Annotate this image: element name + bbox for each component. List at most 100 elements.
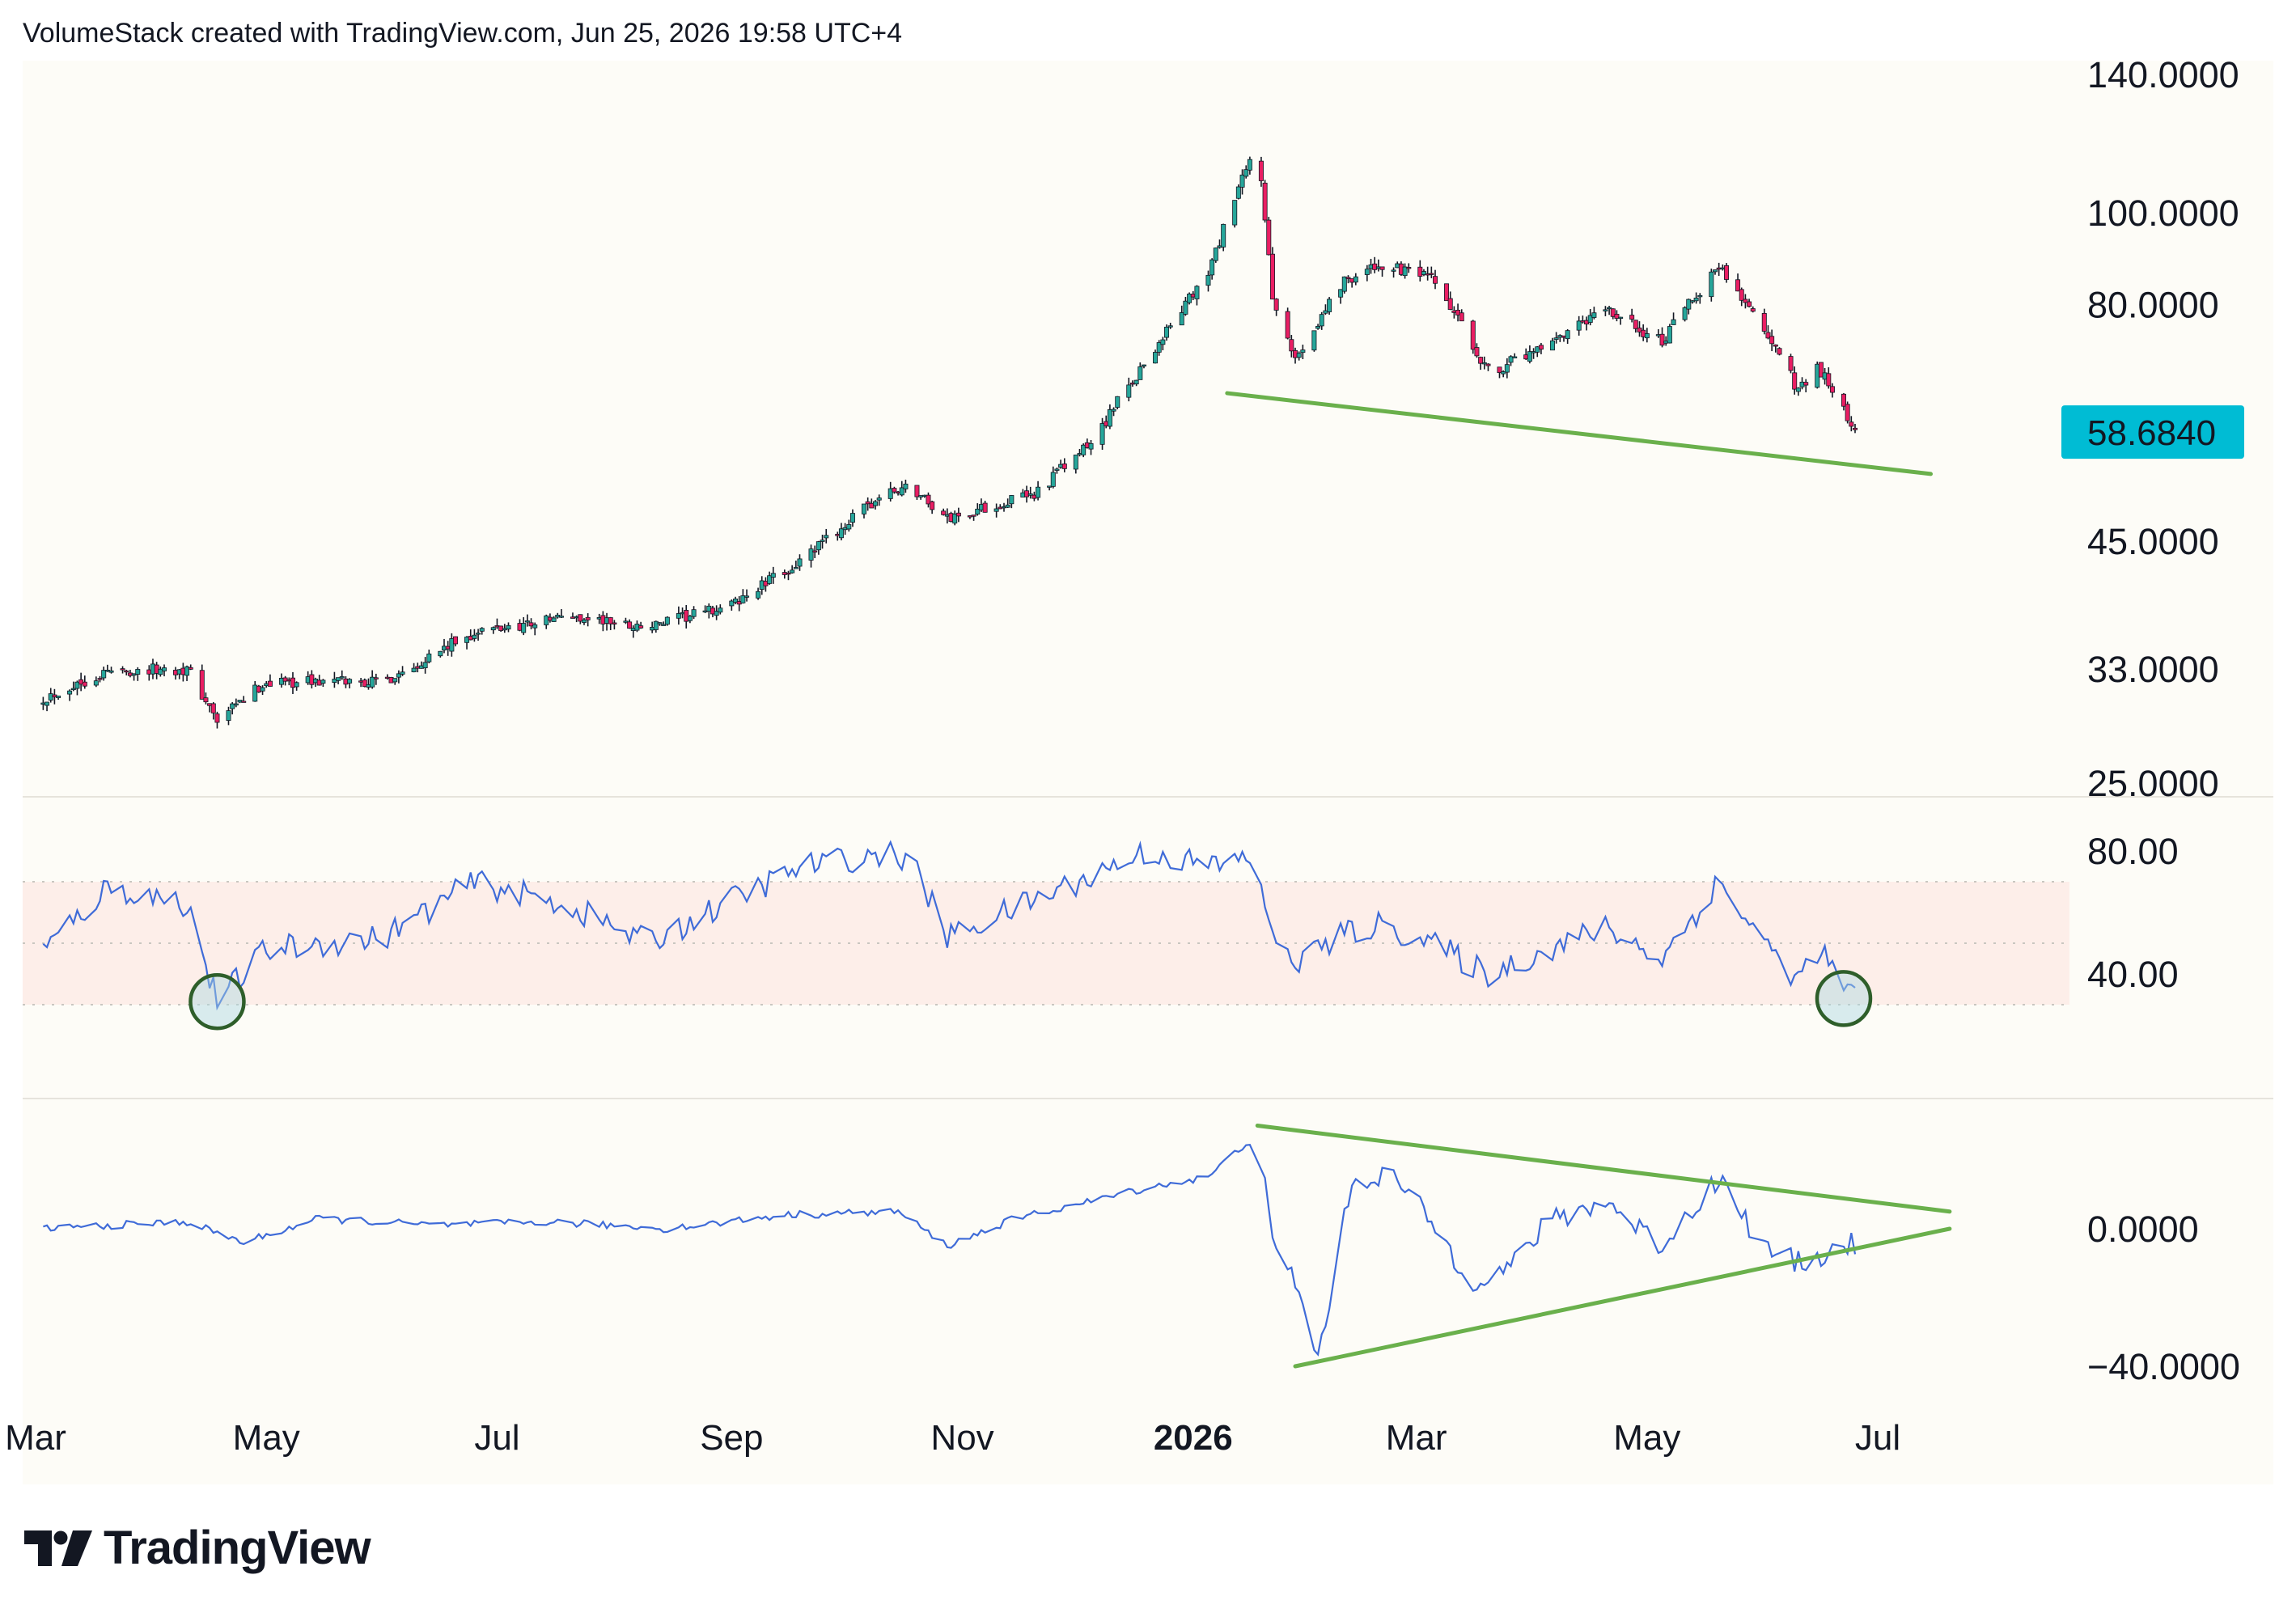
candle <box>1788 354 1794 374</box>
oscillator-upper-trendline[interactable] <box>1255 1124 1952 1214</box>
candle-body-down <box>786 572 791 575</box>
candle <box>661 621 667 626</box>
candle <box>97 675 103 683</box>
time-tick-label: Jul <box>1855 1418 1900 1458</box>
candle-body-down <box>120 668 125 671</box>
candle-body-up <box>260 687 265 692</box>
time-tick-label: Sep <box>700 1418 763 1458</box>
candle-body-up <box>1501 371 1506 375</box>
candle-body-up <box>1133 379 1139 385</box>
candle <box>955 507 961 523</box>
candle-body-down <box>1747 301 1752 307</box>
candle <box>233 698 239 708</box>
candle-body-up <box>56 695 61 698</box>
candle-body-up <box>230 703 235 709</box>
candle <box>786 570 791 581</box>
candle <box>653 620 659 633</box>
candle <box>1353 273 1358 286</box>
candle <box>1618 316 1624 325</box>
candle <box>1470 320 1476 354</box>
candle <box>1194 285 1200 306</box>
candle-body-up <box>861 503 866 514</box>
candle-body-up <box>108 670 114 673</box>
candle <box>815 540 821 555</box>
candle <box>1682 306 1688 322</box>
candle <box>1447 291 1453 311</box>
candle-body-up <box>411 667 417 672</box>
last-price-badge <box>2061 405 2244 459</box>
candle-body-up <box>347 679 353 684</box>
candle <box>914 485 920 500</box>
candle-body-up <box>1009 495 1015 505</box>
candle <box>899 481 904 497</box>
candle <box>1501 370 1506 378</box>
candle <box>1115 396 1120 409</box>
candle <box>982 500 988 513</box>
candle <box>733 596 739 605</box>
chart-background <box>23 61 2273 1484</box>
oscillator-lower-trendline[interactable] <box>1293 1226 1952 1369</box>
candle <box>1364 265 1370 282</box>
candle <box>1054 467 1060 474</box>
candle <box>793 561 799 569</box>
candle <box>347 678 353 688</box>
rsi-line <box>42 840 1856 1011</box>
candle-body-up <box>729 600 735 607</box>
candle <box>1565 328 1570 345</box>
candle <box>524 614 530 627</box>
candle-body-down <box>1849 421 1854 427</box>
candle <box>1421 269 1426 277</box>
candle <box>188 664 193 671</box>
candle-body-up <box>1232 200 1238 226</box>
candle <box>993 503 999 518</box>
candle-body-up <box>1141 364 1146 366</box>
candle-body-down <box>971 514 976 517</box>
candle <box>370 670 375 689</box>
candle <box>1709 269 1714 302</box>
candle <box>1826 367 1832 389</box>
candle <box>1818 362 1824 378</box>
candle <box>1311 330 1317 352</box>
candle <box>1478 356 1484 370</box>
candle <box>1765 325 1771 340</box>
price-support-trendline[interactable] <box>1225 391 1934 476</box>
candle-body-up <box>400 671 405 675</box>
price-tick-label: 100.0000 <box>2087 193 2239 234</box>
candle <box>1209 258 1215 280</box>
candle <box>67 689 73 701</box>
candle-body-up <box>396 673 401 678</box>
candle-body-up <box>158 668 163 675</box>
candle <box>1739 287 1744 307</box>
candle-body-down <box>1289 339 1294 352</box>
candle <box>320 679 326 688</box>
candle <box>1512 353 1518 358</box>
candle-body-down <box>1429 273 1434 275</box>
candle-body-up <box>558 616 564 618</box>
candle <box>336 677 341 684</box>
candle-body-down <box>1474 347 1480 357</box>
candle <box>1713 269 1718 275</box>
candle <box>892 486 897 494</box>
candle-body-down <box>241 701 247 703</box>
time-axis[interactable]: Mar May Jul Sep Nov 2026 Mar May Jul <box>5 1418 1900 1458</box>
candle <box>1644 328 1650 343</box>
candle <box>1338 289 1344 304</box>
candle <box>426 650 432 664</box>
candle-body-up <box>93 680 99 686</box>
price-axis[interactable]: 140.0000 100.0000 80.0000 58.6840 45.0000 33.… <box>2061 54 2244 1387</box>
candle-body-down <box>1765 332 1771 339</box>
candle-body-up <box>476 633 481 635</box>
candle-body-down <box>1061 464 1067 469</box>
candle-body-up <box>422 662 428 669</box>
candle-body-down <box>638 625 644 629</box>
candle <box>718 604 723 615</box>
candle <box>362 678 367 688</box>
candle <box>585 613 591 627</box>
candle <box>1133 379 1139 387</box>
candle-body-up <box>993 508 999 512</box>
candle-body-down <box>362 679 367 688</box>
candle <box>581 618 587 625</box>
candle-body-up <box>506 624 511 630</box>
candle-body-down <box>1803 382 1809 386</box>
